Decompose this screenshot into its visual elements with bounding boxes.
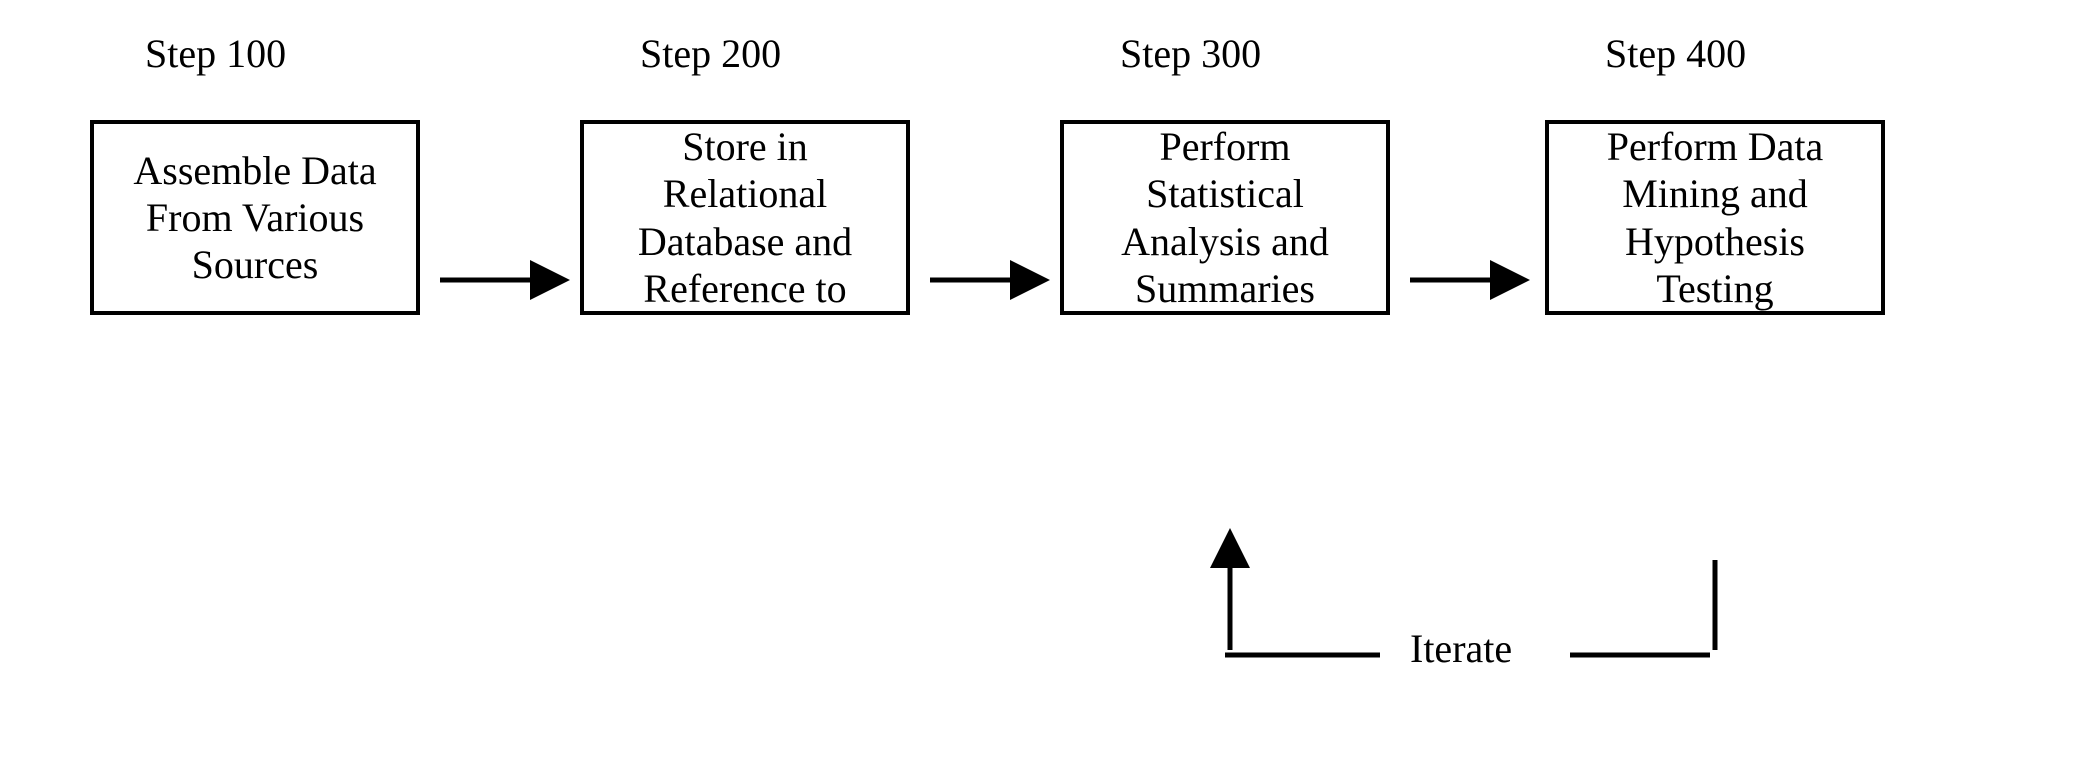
step-box-300: PerformStatisticalAnalysis andSummaries: [1060, 120, 1390, 315]
step-label-300: Step 300: [1120, 30, 1261, 77]
step-label-200: Step 200: [640, 30, 781, 77]
step-box-100: Assemble DataFrom VariousSources: [90, 120, 420, 315]
step-label-100: Step 100: [145, 30, 286, 77]
iterate-label: Iterate: [1410, 625, 1512, 672]
step-box-200-text: Store inRelationalDatabase andReference …: [638, 123, 852, 312]
connectors-layer: [0, 0, 2085, 772]
step-box-200: Store inRelationalDatabase andReference …: [580, 120, 910, 315]
step-label-400: Step 400: [1605, 30, 1746, 77]
step-box-400: Perform DataMining andHypothesisTesting: [1545, 120, 1885, 315]
flowchart-canvas: Step 100 Step 200 Step 300 Step 400 Asse…: [0, 0, 2085, 772]
step-box-400-text: Perform DataMining andHypothesisTesting: [1607, 123, 1824, 312]
step-box-300-text: PerformStatisticalAnalysis andSummaries: [1121, 123, 1329, 312]
step-box-100-text: Assemble DataFrom VariousSources: [133, 147, 376, 289]
